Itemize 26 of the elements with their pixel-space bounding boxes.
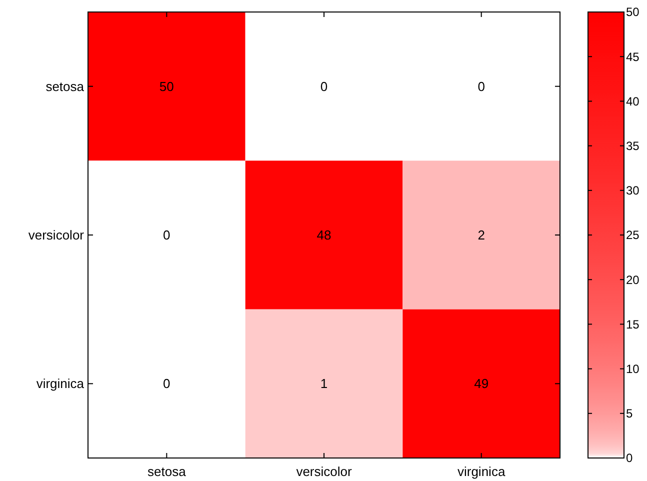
color-bar-label: 30 [626, 184, 640, 198]
color-bar-label: 20 [626, 272, 640, 287]
y-tick-label: setosa [46, 78, 85, 94]
data-label: 0 [163, 376, 170, 392]
x-tick-label: virginica [457, 464, 506, 479]
color-bar-label: 45 [626, 50, 640, 64]
color-bar-label: 25 [626, 228, 640, 242]
data-label: 0 [163, 228, 170, 243]
x-tick-label: setosa [148, 464, 187, 479]
data-label: 0 [478, 78, 485, 94]
color-bar-label: 0 [626, 451, 633, 466]
color-bar-label: 15 [626, 317, 640, 332]
y-tick-label: versicolor [28, 228, 85, 243]
data-label: 0 [320, 78, 328, 94]
y-tick-label: virginica [36, 376, 85, 392]
color-bar-label: 35 [626, 139, 640, 153]
color-bar-label: 5 [626, 406, 633, 421]
color-bar-label: 50 [626, 5, 640, 20]
data-label: 1 [320, 376, 328, 392]
data-label: 2 [478, 228, 485, 243]
x-tick-label: versicolor [296, 464, 352, 479]
color-bar-label: 40 [626, 94, 640, 108]
data-label: 49 [474, 376, 489, 392]
data-label: 48 [316, 228, 332, 243]
data-label: 50 [159, 78, 174, 94]
color-bar-label: 10 [626, 362, 640, 376]
